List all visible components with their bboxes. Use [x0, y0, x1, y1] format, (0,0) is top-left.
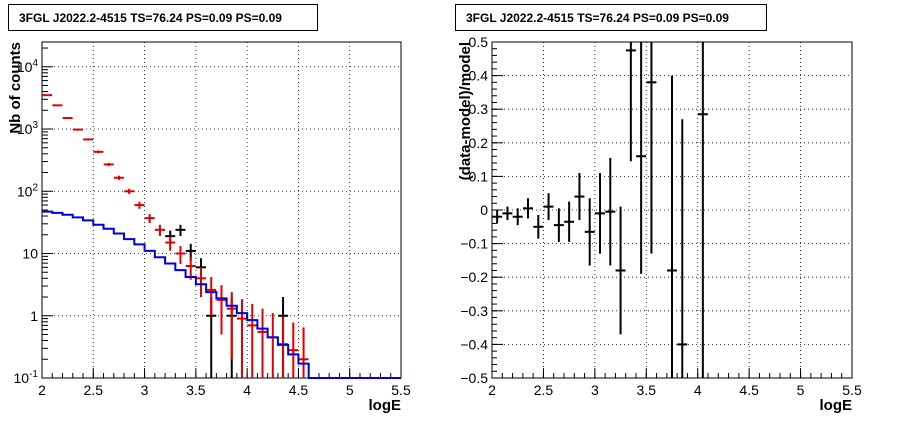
residual-point: [625, 42, 636, 162]
x-tick-label: 5: [797, 382, 805, 398]
y-tick-label: 0.3: [469, 101, 489, 117]
y-tick-label: −0.2: [460, 269, 488, 285]
counts-panel: 2 2.5 3 3.5 4 4.5 5 5.5 10-1 1 10 102 103 104 logE Nb o…: [7, 41, 411, 414]
residual-point: [553, 208, 564, 242]
x-axis-title: logE: [369, 397, 402, 414]
model-point: [278, 317, 289, 378]
plot-frame: [41, 41, 402, 379]
model-point: [247, 303, 258, 378]
x-tick-label: 2.5: [534, 382, 554, 398]
residual-point: [523, 198, 533, 219]
chart-title-right: 3FGL J2022.2-4515 TS=76.24 PS=0.09 PS=0.…: [455, 4, 767, 31]
y-tick-label: 104: [17, 58, 39, 75]
residuals-panel: 2 2.5 3 3.5 4 4.5 5 5.5 −0.5 −0.4 −0.3 −0.2 −0.1 0 0.1…: [457, 34, 862, 414]
model-point: [288, 322, 299, 378]
x-tick-label: 5: [346, 382, 354, 398]
x-tick-label: 4.5: [289, 382, 309, 398]
model-point: [237, 299, 248, 378]
residual-point: [677, 119, 688, 378]
y-tick-label: 0.2: [469, 135, 489, 151]
model-point: [134, 201, 145, 209]
model-point: [72, 128, 83, 131]
y-tick-label: 0: [480, 202, 488, 218]
background-model-histogram: [42, 210, 401, 379]
x-tick-label: 2: [488, 382, 496, 398]
residual-point: [512, 208, 523, 226]
model-point: [257, 308, 268, 378]
residual-point: [636, 42, 647, 274]
residual-point: [502, 206, 513, 221]
y-tick-label: 10-1: [14, 369, 39, 386]
x-tick-label: 5.5: [391, 382, 411, 398]
x-tick-label: 2: [38, 382, 46, 398]
x-tick-label: 3.5: [637, 382, 657, 398]
model-point: [216, 285, 227, 335]
model-point: [267, 313, 278, 378]
residual-point: [584, 198, 595, 266]
x-tick-label: 3: [591, 382, 599, 398]
residual-point: [492, 210, 503, 224]
model-point: [298, 327, 309, 378]
residual-point: [605, 157, 616, 266]
y-tick-label: 103: [17, 120, 39, 137]
model-point: [175, 246, 186, 264]
y-tick-label: 10: [22, 246, 38, 262]
x-tick-label: 4: [243, 382, 251, 398]
residual-point: [615, 206, 626, 335]
model-point: [124, 188, 135, 195]
model-point: [83, 138, 94, 141]
x-tick-label: 3.5: [186, 382, 206, 398]
x-tick-label: 4: [694, 382, 702, 398]
x-axis-title: logE: [820, 397, 853, 414]
model-point: [144, 214, 155, 224]
x-tick-label: 5.5: [842, 382, 862, 398]
residual-point: [667, 75, 677, 378]
model-point: [42, 94, 53, 97]
model-point: [113, 175, 124, 180]
residual-point: [574, 173, 585, 221]
y-axis-title: (data-model)/model: [457, 42, 474, 180]
model-point: [52, 104, 63, 107]
y-tick-label: −0.4: [460, 336, 488, 352]
model-point: [226, 292, 237, 360]
residual-point: [697, 42, 708, 378]
x-tick-label: 2.5: [84, 382, 104, 398]
model-point: [103, 162, 114, 167]
y-tick-label: 0.5: [469, 34, 489, 50]
residual-point: [595, 173, 605, 254]
y-tick-label: 1: [30, 308, 38, 324]
chart-title-left: 3FGL J2022.2-4515 TS=76.24 PS=0.09 PS=0.…: [8, 4, 318, 31]
residual-point: [564, 201, 575, 242]
x-tick-label: 3: [141, 382, 149, 398]
model-point: [206, 276, 217, 316]
residual-point: [646, 42, 657, 254]
model-point: [93, 150, 104, 154]
y-tick-label: 0.1: [469, 168, 489, 184]
y-tick-label: −0.1: [460, 236, 488, 252]
data-point: [175, 224, 186, 237]
y-tick-label: 0.4: [469, 68, 489, 84]
y-tick-label: 102: [17, 182, 39, 199]
residual-point: [543, 193, 554, 221]
residual-point: [533, 215, 544, 239]
y-tick-label: −0.3: [460, 303, 488, 319]
model-point: [62, 117, 73, 120]
model-point: [185, 256, 196, 280]
model-point: [195, 267, 206, 298]
model-point: [154, 224, 165, 237]
model-point: [165, 236, 176, 251]
x-tick-label: 4.5: [739, 382, 759, 398]
y-axis-title: Nb of counts: [7, 42, 24, 134]
y-tick-label: −0.5: [460, 370, 488, 386]
